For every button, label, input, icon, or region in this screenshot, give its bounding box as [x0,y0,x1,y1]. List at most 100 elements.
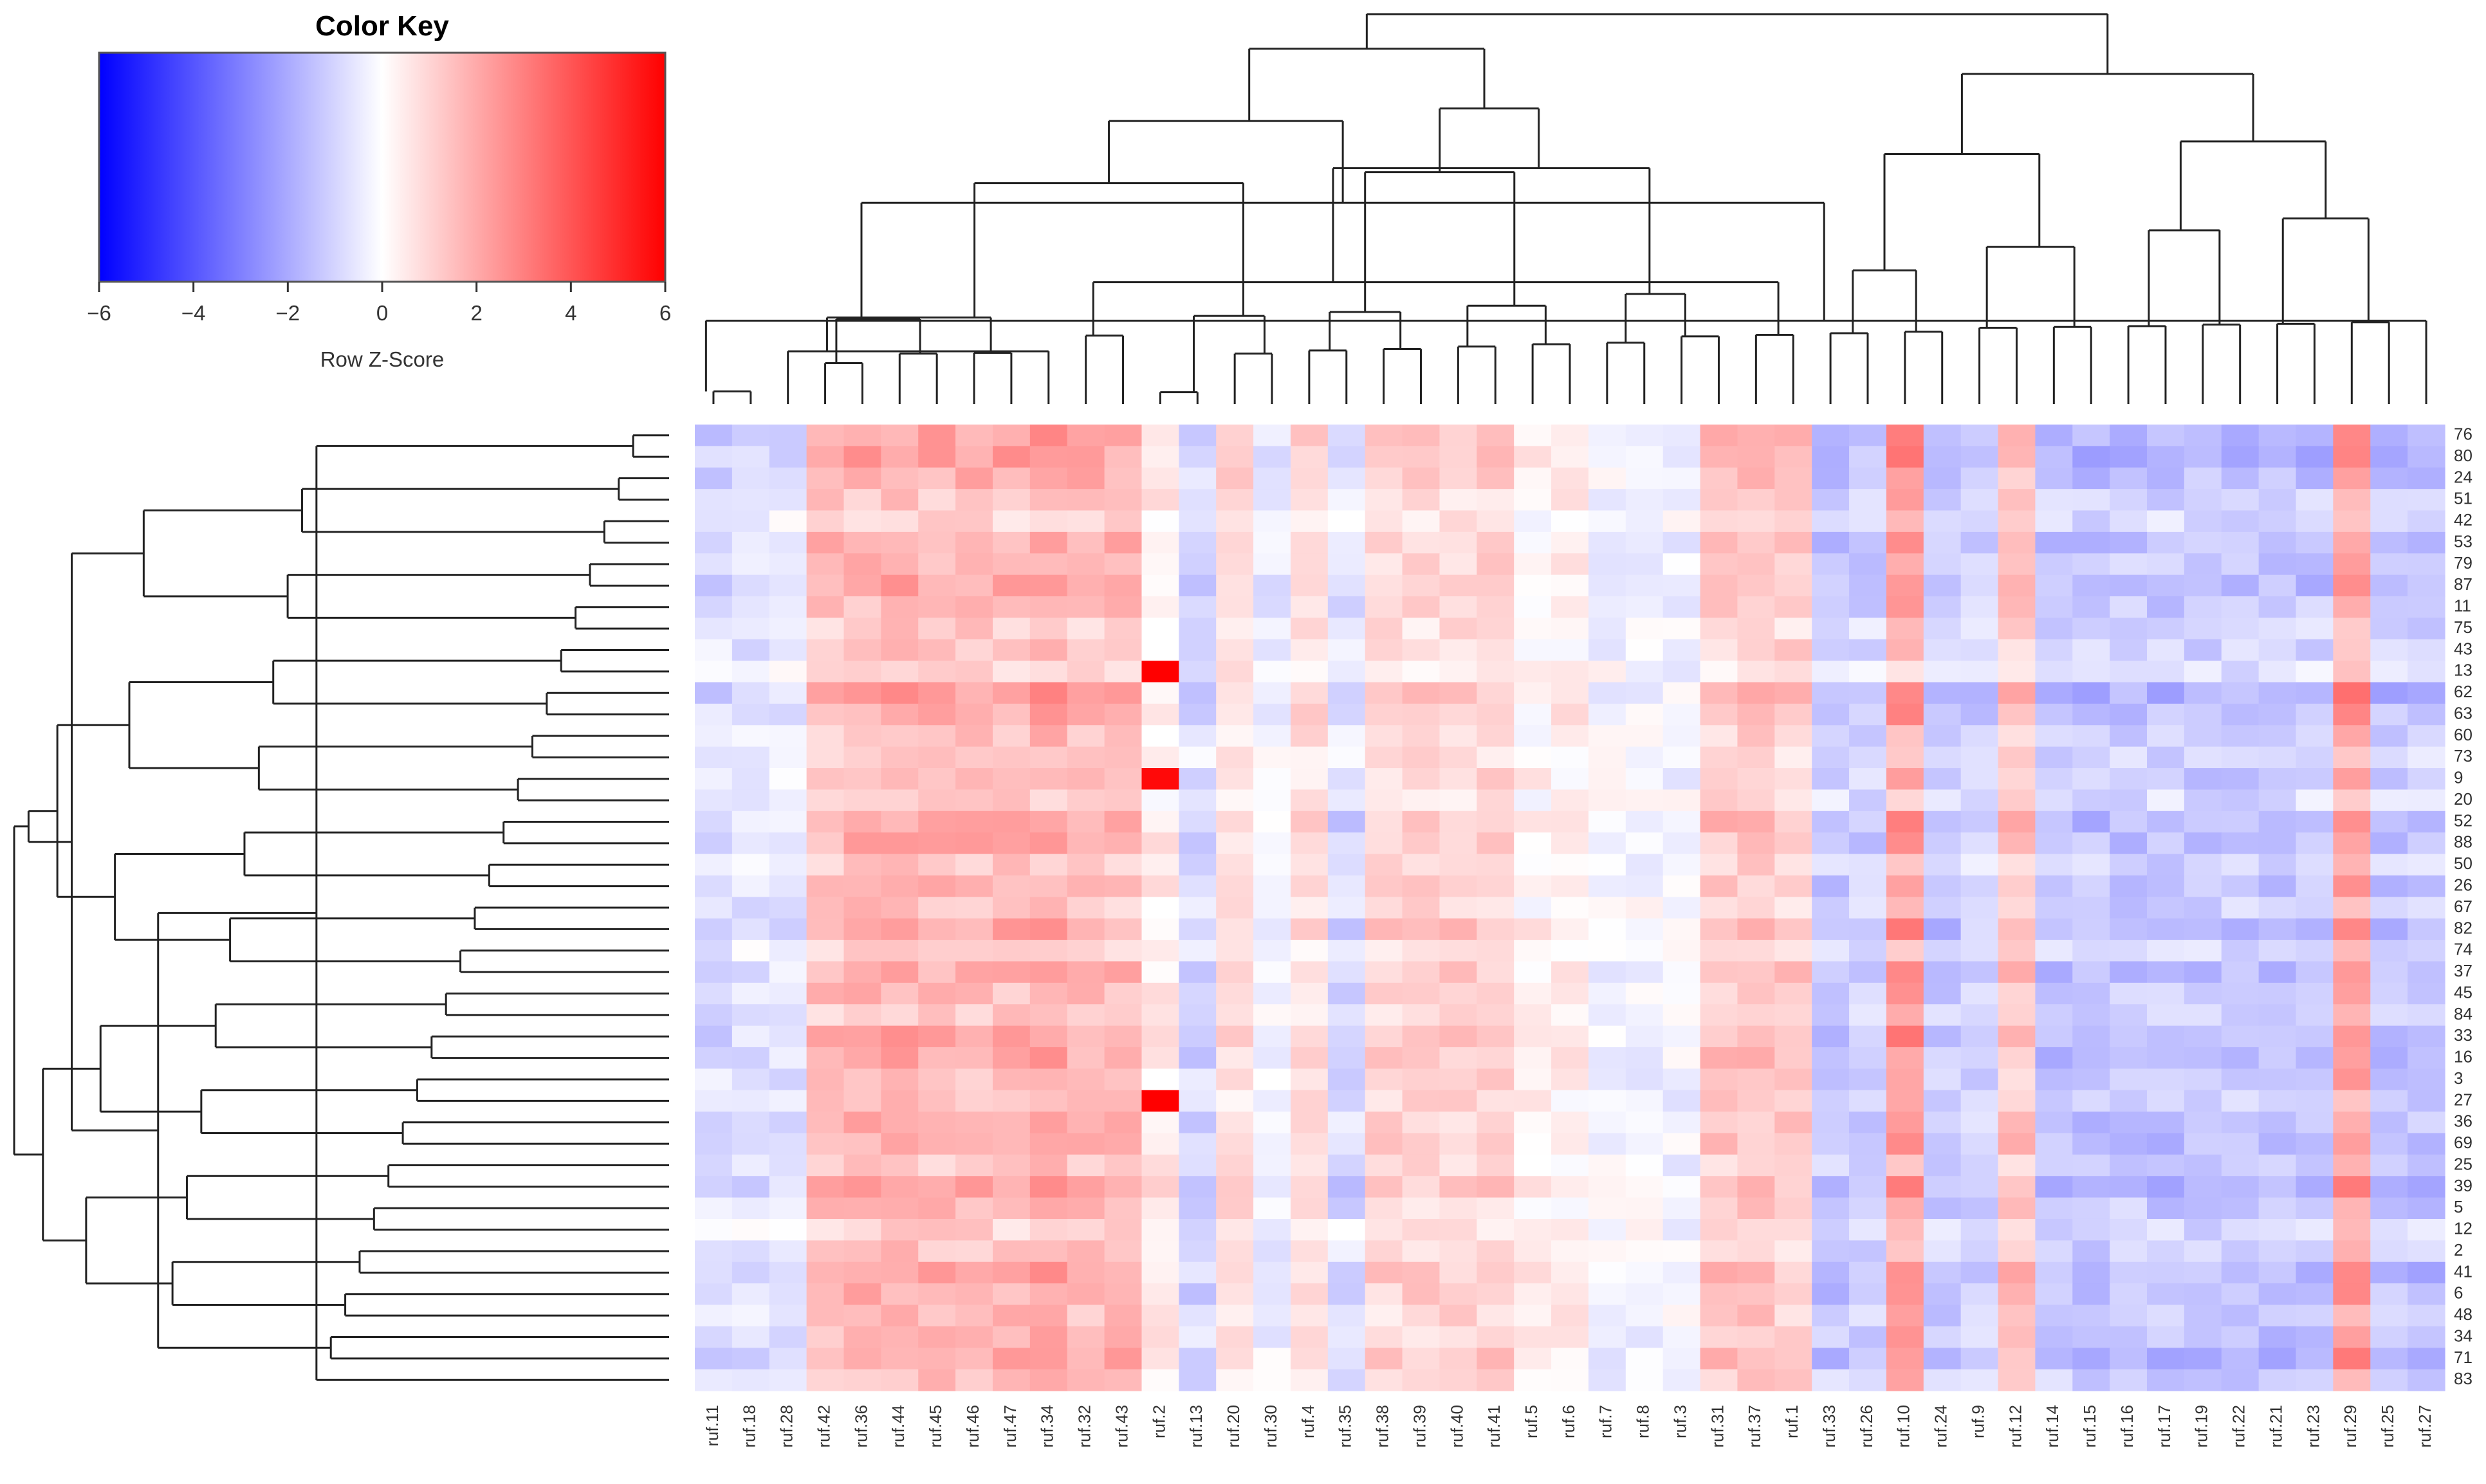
heatmap-cell [1439,1305,1477,1327]
heatmap-cell [1477,875,1515,897]
heatmap-cell [918,682,956,704]
heatmap-cell [2110,618,2148,640]
heatmap-cell [1700,489,1738,511]
heatmap-cell [1625,1326,1664,1348]
heatmap-cell [732,1090,770,1112]
heatmap-cell [1029,661,1068,683]
heatmap-cell [1141,982,1179,1005]
heatmap-cell [732,982,770,1005]
heatmap-cell [1923,596,1962,618]
heatmap-cell [918,725,956,747]
heatmap-cell [1216,918,1254,940]
heatmap-cell [955,1326,993,1348]
heatmap-cell [2184,1068,2222,1091]
heatmap-cell [1812,682,1850,704]
heatmap-cell [1700,467,1738,490]
heatmap-cell [2147,811,2185,833]
heatmap-cell [695,596,733,618]
heatmap-cell [1104,1068,1143,1091]
heatmap-cell [1812,918,1850,940]
heatmap-cell [881,1305,919,1327]
heatmap-cell [1402,875,1441,897]
heatmap-cell [806,596,845,618]
heatmap-cell [1439,1047,1477,1069]
heatmap-cell [1812,961,1850,984]
heatmap-cell [955,1154,993,1177]
heatmap-cell [1812,661,1850,683]
heatmap-cell [1812,639,1850,661]
heatmap-cell [1365,1112,1403,1134]
heatmap-cell [1812,746,1850,769]
heatmap-cell [1067,918,1105,940]
heatmap-cell [1998,1176,2036,1198]
heatmap-cell [806,725,845,747]
row-label: 71 [2454,1348,2472,1367]
heatmap-cell [1402,618,1441,640]
heatmap-cell [881,1176,919,1198]
heatmap-cell [1179,510,1217,533]
heatmap-cell [1551,661,1589,683]
heatmap-cell [2408,1261,2445,1284]
heatmap-cell [1662,1090,1701,1112]
heatmap-cell [1960,1090,1999,1112]
heatmap-cell [1849,1261,1887,1284]
heatmap-cell [1179,1176,1217,1198]
heatmap-cell [2333,1240,2371,1263]
heatmap-cell [1514,789,1552,812]
heatmap-cell [2221,768,2260,791]
heatmap-cell [1662,596,1701,618]
heatmap-cell [918,897,956,919]
heatmap-cell [843,875,881,897]
heatmap-cell [1216,639,1254,661]
heatmap-cell [1551,1326,1589,1348]
heatmap-cell [843,1326,881,1348]
row-label: 73 [2454,746,2472,765]
heatmap-cell [1662,1283,1701,1306]
heatmap-cell [1551,682,1589,704]
heatmap-cell [1625,531,1664,554]
heatmap-cell [1141,1240,1179,1263]
heatmap-cell [732,467,770,490]
heatmap-cell [1439,789,1477,812]
heatmap-cell [843,1369,881,1391]
heatmap-cell [1365,940,1403,962]
heatmap-cell [1737,1305,1775,1327]
heatmap-cell [2296,1004,2334,1027]
heatmap-cell [2333,1305,2371,1327]
heatmap-cell [1402,1305,1441,1327]
heatmap-cell [1812,531,1850,554]
heatmap-cell [1886,940,1924,962]
heatmap-cell [955,961,993,984]
heatmap-cell [955,618,993,640]
heatmap-cell [1774,982,1812,1005]
heatmap-cell [1551,1218,1589,1241]
heatmap-cell [1700,1218,1738,1241]
heatmap-cell [1923,510,1962,533]
heatmap-cell [1812,1112,1850,1134]
heatmap-cell [2333,531,2371,554]
heatmap-cell [1067,596,1105,618]
heatmap-cell [1290,982,1329,1005]
heatmap-cell [2408,467,2445,490]
heatmap-cell [2035,832,2073,855]
heatmap-cell [1849,746,1887,769]
heatmap-cell [1067,703,1105,726]
row-label: 60 [2454,725,2472,744]
column-label: ruf.9 [1968,1405,1987,1438]
heatmap-cell [1029,725,1068,747]
heatmap-cell [1179,832,1217,855]
heatmap-cell [1253,875,1291,897]
heatmap-cell [1029,940,1068,962]
heatmap-cell [2110,1025,2148,1048]
heatmap-cell [992,1326,1031,1348]
heatmap-cell [1253,1326,1291,1348]
heatmap-cell [2296,489,2334,511]
heatmap-cell [992,875,1031,897]
heatmap-cell [695,854,733,876]
heatmap-cell [881,1112,919,1134]
heatmap-cell [2258,1112,2297,1134]
heatmap-cell [1700,1090,1738,1112]
heatmap-cell [1849,1218,1887,1241]
heatmap-cell [1774,1197,1812,1220]
heatmap-cell [1141,725,1179,747]
